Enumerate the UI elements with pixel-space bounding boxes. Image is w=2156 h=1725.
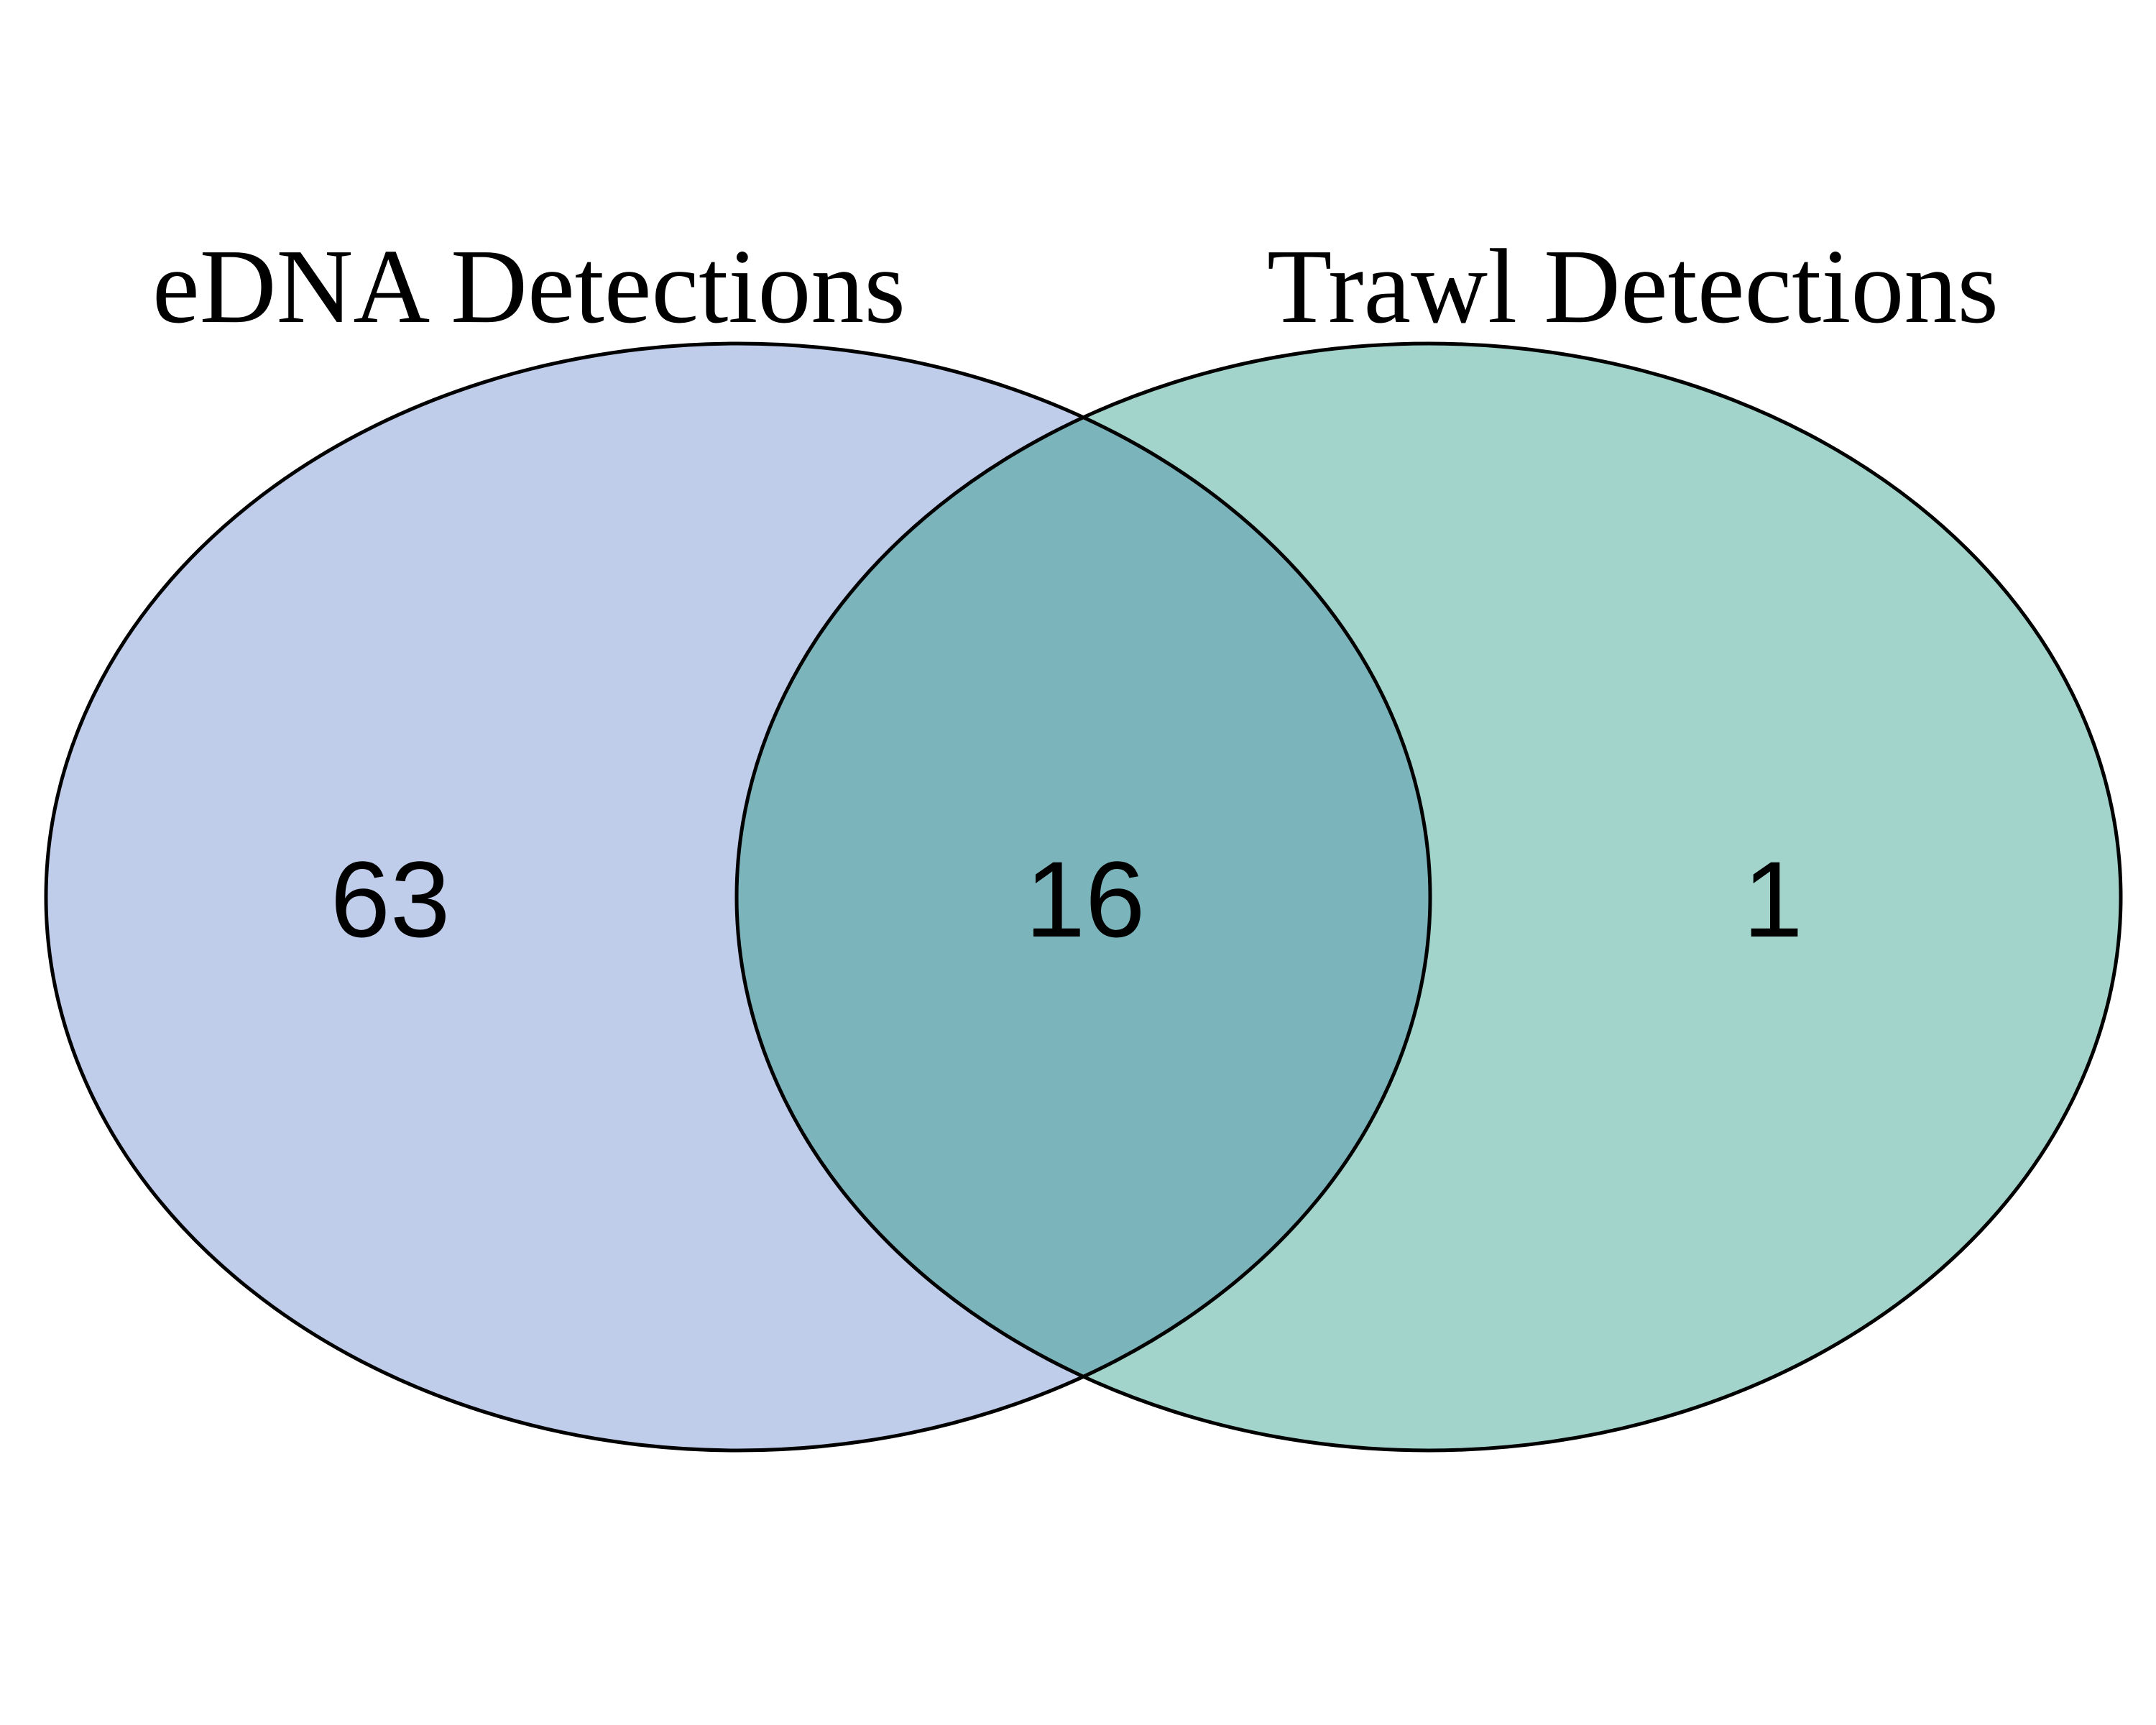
trawl-only-count: 1 (1743, 839, 1802, 960)
trawl-set-outline (734, 341, 2123, 1453)
edna-set-label: eDNA Detections (152, 228, 906, 346)
edna-set-outline (44, 341, 1432, 1453)
intersection-count: 16 (1026, 839, 1146, 960)
trawl-set-label: Trawl Detections (1267, 228, 1999, 346)
edna-only-count: 63 (331, 839, 451, 960)
